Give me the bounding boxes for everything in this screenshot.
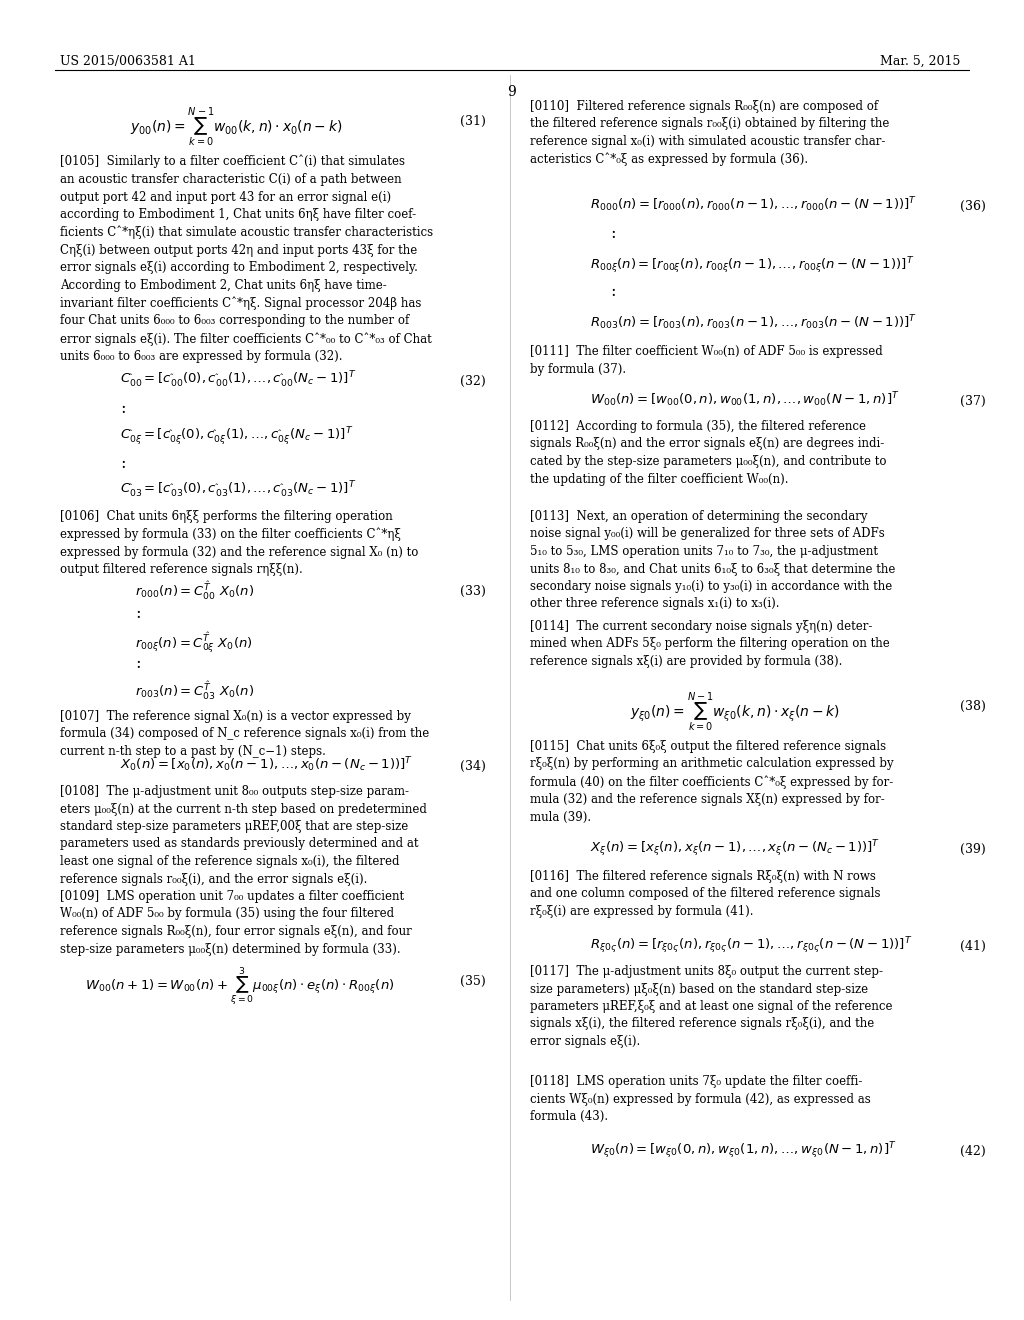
- Text: (32): (32): [460, 375, 485, 388]
- Text: :: :: [120, 400, 126, 417]
- Text: [0114]  The current secondary noise signals yξη(n) deter-
mined when ADFs 5ξ₀ pe: [0114] The current secondary noise signa…: [530, 620, 890, 668]
- Text: (42): (42): [961, 1144, 986, 1158]
- Text: $r_{003}(n)=C^{\hat{T}}_{03}\ X_0(n)$: $r_{003}(n)=C^{\hat{T}}_{03}\ X_0(n)$: [135, 680, 254, 702]
- Text: [0111]  The filter coefficient W₀₀(n) of ADF 5₀₀ is expressed
by formula (37).: [0111] The filter coefficient W₀₀(n) of …: [530, 345, 883, 375]
- Text: $W_{\xi 0}(n)=[w_{\xi 0}(0,n),w_{\xi 0}(1,n),\ldots,w_{\xi 0}(N-1,n)]^T$: $W_{\xi 0}(n)=[w_{\xi 0}(0,n),w_{\xi 0}(…: [590, 1140, 897, 1160]
- Text: (34): (34): [460, 760, 485, 774]
- Text: [0110]  Filtered reference signals R₀₀ξ(n) are composed of
the filtered referenc: [0110] Filtered reference signals R₀₀ξ(n…: [530, 100, 890, 166]
- Text: :: :: [610, 282, 615, 300]
- Text: (36): (36): [961, 201, 986, 213]
- Text: $r_{00\xi}(n)=C^{\hat{T}}_{0\xi}\ X_0(n)$: $r_{00\xi}(n)=C^{\hat{T}}_{0\xi}\ X_0(n)…: [135, 630, 253, 655]
- Text: $y_{\xi 0}(n)=\sum_{k=0}^{N-1}w_{\xi 0}(k,n)\cdot x_\xi(n-k)$: $y_{\xi 0}(n)=\sum_{k=0}^{N-1}w_{\xi 0}(…: [630, 690, 840, 734]
- Text: $W_{00}(n)=[w_{00}(0,n),w_{00}(1,n),\ldots,w_{00}(N-1,n)]^T$: $W_{00}(n)=[w_{00}(0,n),w_{00}(1,n),\ldo…: [590, 389, 900, 409]
- Text: $R_{\xi 0\varsigma}(n)=[r_{\xi 0\varsigma}(n),r_{\xi 0\varsigma}(n-1),\ldots,r_{: $R_{\xi 0\varsigma}(n)=[r_{\xi 0\varsigm…: [590, 935, 912, 956]
- Text: :: :: [135, 655, 140, 672]
- Text: $C^{\hat{}}_{03}=[c^{\hat{}}_{03}(0),c^{\hat{}}_{03}(1),\ldots,c^{\hat{}}_{03}(N: $C^{\hat{}}_{03}=[c^{\hat{}}_{03}(0),c^{…: [120, 480, 356, 500]
- Text: [0107]  The reference signal X₀(n) is a vector expressed by
formula (34) compose: [0107] The reference signal X₀(n) is a v…: [60, 710, 429, 758]
- Text: [0105]  Similarly to a filter coefficient Cˆ(i) that simulates
an acoustic trans: [0105] Similarly to a filter coefficient…: [60, 154, 433, 363]
- Text: [0113]  Next, an operation of determining the secondary
noise signal y₀₀(i) will: [0113] Next, an operation of determining…: [530, 510, 895, 610]
- Text: (33): (33): [460, 585, 485, 598]
- Text: (37): (37): [961, 395, 986, 408]
- Text: [0108]  The μ-adjustment unit 8₀₀ outputs step-size param-
eters μ₀₀ξ(n) at the : [0108] The μ-adjustment unit 8₀₀ outputs…: [60, 785, 427, 886]
- Text: (41): (41): [961, 940, 986, 953]
- Text: (39): (39): [961, 843, 986, 855]
- Text: $y_{00}(n)=\sum_{k=0}^{N-1}w_{00}(k,n)\cdot x_0(n-k)$: $y_{00}(n)=\sum_{k=0}^{N-1}w_{00}(k,n)\c…: [130, 106, 342, 149]
- Text: $C^{\hat{}}_{0\xi}=[c^{\hat{}}_{0\xi}(0),c^{\hat{}}_{0\xi}(1),\ldots,c^{\hat{}}_: $C^{\hat{}}_{0\xi}=[c^{\hat{}}_{0\xi}(0)…: [120, 425, 353, 447]
- Text: 9: 9: [508, 84, 516, 99]
- Text: [0118]  LMS operation units 7ξ₀ update the filter coeffi-
cients Wξ₀(n) expresse: [0118] LMS operation units 7ξ₀ update th…: [530, 1074, 870, 1123]
- Text: $C^{\hat{}}_{00}=[c^{\hat{}}_{00}(0),c^{\hat{}}_{00}(1),\ldots,c^{\hat{}}_{00}(N: $C^{\hat{}}_{00}=[c^{\hat{}}_{00}(0),c^{…: [120, 370, 356, 391]
- Text: $W_{00}(n+1)=W_{00}(n)+\sum_{\xi=0}^{3}\mu_{00\xi}(n)\cdot e_\xi(n)\cdot R_{00\x: $W_{00}(n+1)=W_{00}(n)+\sum_{\xi=0}^{3}\…: [85, 965, 394, 1007]
- Text: US 2015/0063581 A1: US 2015/0063581 A1: [60, 55, 196, 69]
- Text: :: :: [135, 605, 140, 622]
- Text: [0106]  Chat units 6ηξξ performs the filtering operation
expressed by formula (3: [0106] Chat units 6ηξξ performs the filt…: [60, 510, 419, 577]
- Text: (35): (35): [460, 975, 485, 987]
- Text: [0116]  The filtered reference signals Rξ₀ξ(n) with N rows
and one column compos: [0116] The filtered reference signals Rξ…: [530, 870, 881, 917]
- Text: [0112]  According to formula (35), the filtered reference
signals R₀₀ξ(n) and th: [0112] According to formula (35), the fi…: [530, 420, 887, 486]
- Text: $R_{003}(n)=[r_{003}(n),r_{003}(n-1),\ldots,r_{003}(n-(N-1))]^T$: $R_{003}(n)=[r_{003}(n),r_{003}(n-1),\ld…: [590, 313, 918, 331]
- Text: $X_0(n)=[x_0(n),x_0(n-1),\ldots,x_0(n-(N_c-1))]^T$: $X_0(n)=[x_0(n),x_0(n-1),\ldots,x_0(n-(N…: [120, 755, 413, 774]
- Text: :: :: [610, 224, 615, 242]
- Text: $X_\xi(n)=[x_\xi(n),x_\xi(n-1),\ldots,x_\xi(n-(N_c-1))]^T$: $X_\xi(n)=[x_\xi(n),x_\xi(n-1),\ldots,x_…: [590, 838, 881, 858]
- Text: Mar. 5, 2015: Mar. 5, 2015: [880, 55, 961, 69]
- Text: [0115]  Chat units 6ξ₀ξ output the filtered reference signals
rξ₀ξ(n) by perform: [0115] Chat units 6ξ₀ξ output the filter…: [530, 741, 894, 824]
- Text: [0109]  LMS operation unit 7₀₀ updates a filter coefficient
W₀₀(n) of ADF 5₀₀ by: [0109] LMS operation unit 7₀₀ updates a …: [60, 890, 412, 956]
- Text: $R_{000}(n)=[r_{000}(n),r_{000}(n-1),\ldots,r_{000}(n-(N-1))]^T$: $R_{000}(n)=[r_{000}(n),r_{000}(n-1),\ld…: [590, 195, 918, 214]
- Text: $r_{000}(n)=C^{\hat{T}}_{00}\ X_0(n)$: $r_{000}(n)=C^{\hat{T}}_{00}\ X_0(n)$: [135, 579, 254, 602]
- Text: :: :: [120, 455, 126, 473]
- Text: $R_{00\xi}(n)=[r_{00\xi}(n),r_{00\xi}(n-1),\ldots,r_{00\xi}(n-(N-1))]^T$: $R_{00\xi}(n)=[r_{00\xi}(n),r_{00\xi}(n-…: [590, 255, 914, 276]
- Text: [0117]  The μ-adjustment units 8ξ₀ output the current step-
size parameters) μξ₀: [0117] The μ-adjustment units 8ξ₀ output…: [530, 965, 893, 1048]
- Text: (31): (31): [460, 115, 485, 128]
- Text: (38): (38): [961, 700, 986, 713]
